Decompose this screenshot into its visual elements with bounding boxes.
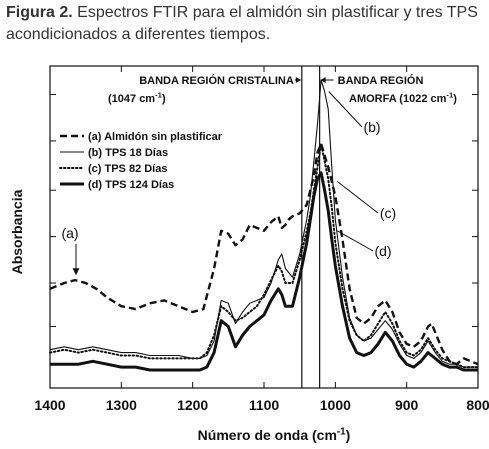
x-tick-label: 1200 xyxy=(177,397,208,413)
plot-frame xyxy=(49,65,479,389)
annotation-label: (c) xyxy=(380,205,396,221)
x-tick-label: 1100 xyxy=(249,397,280,413)
annotation-leader xyxy=(328,91,363,128)
series-line-a xyxy=(49,142,479,366)
axes-layer: 1400 1300 1200 1100 1000 900 800 xyxy=(34,65,489,413)
legend-label: (c) TPS 82 Días xyxy=(88,163,167,175)
annotation-leader xyxy=(337,230,374,252)
annotation-label: (b) xyxy=(363,119,380,135)
annotation-label: (d) xyxy=(374,243,391,259)
series-line-c xyxy=(49,142,479,369)
reference-arrowhead xyxy=(320,77,326,83)
reference-label: BANDA REGIÓN xyxy=(338,74,424,87)
figure-label: Figura 2. xyxy=(6,4,73,21)
x-tick-label: 800 xyxy=(466,397,489,413)
axis-labels-layer: Número de onda (cm-1) Absorbancia xyxy=(9,189,350,443)
annotation-arrowhead xyxy=(72,268,80,276)
series-line-d xyxy=(50,171,478,372)
series-layer xyxy=(49,79,479,372)
legend-label: (a) Almidón sin plastificar xyxy=(88,131,223,143)
x-tick-label: 1400 xyxy=(34,397,65,413)
series-line-b xyxy=(49,79,478,368)
legend-label: (d) TPS 124 Días xyxy=(88,179,174,191)
figure-caption-text: Espectros FTIR para el almidón sin plast… xyxy=(6,4,478,43)
legend-layer: (a) Almidón sin plastificar (b) TPS 18 Dí… xyxy=(59,131,223,191)
annotation-label: (a) xyxy=(61,225,78,241)
x-tick-label: 1300 xyxy=(106,397,137,413)
reference-label-sub: AMORFA (1022 cm-1) xyxy=(349,91,457,105)
reference-lines-layer: BANDA REGIÓN CRISTALINA (1047 cm-1) BANDA … xyxy=(108,66,457,388)
x-tick-label: 900 xyxy=(395,397,419,413)
y-axis-title: Absorbancia xyxy=(9,189,25,274)
reference-label: BANDA REGIÓN CRISTALINA xyxy=(139,74,294,87)
legend-label: (b) TPS 18 Días xyxy=(88,147,168,159)
annotations-layer: (a) (b) (c) (d) xyxy=(61,91,396,276)
reference-arrowhead xyxy=(295,77,301,83)
x-tick-label: 1000 xyxy=(320,397,351,413)
figure-caption: Figura 2. Espectros FTIR para el almidón… xyxy=(6,2,484,46)
annotation-leader xyxy=(337,181,379,214)
x-axis-title: Número de onda (cm-1) xyxy=(198,426,351,443)
reference-label-sub: (1047 cm-1) xyxy=(108,91,166,105)
